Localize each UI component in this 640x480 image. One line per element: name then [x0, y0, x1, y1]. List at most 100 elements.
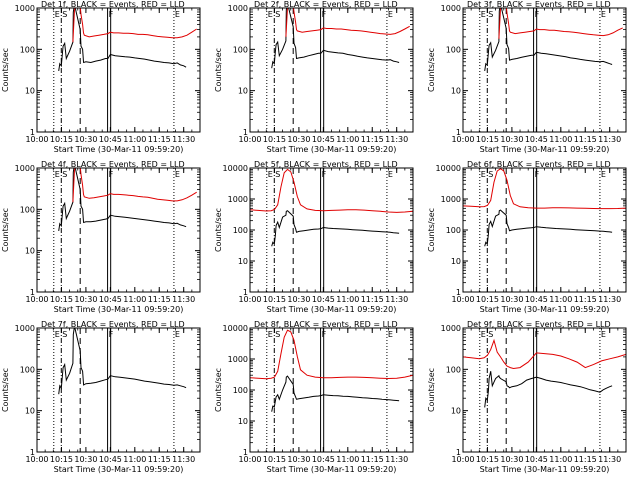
event-marker-label: E: [55, 170, 60, 179]
plot-frame: [462, 167, 627, 293]
y-tick-label: 1000: [228, 195, 248, 204]
y-tick-label: 10: [25, 247, 35, 256]
plot-frame: [462, 7, 627, 133]
event-marker-label: S: [275, 330, 280, 339]
x-tick-label: 10:15: [476, 295, 499, 304]
y-tick-label: 100: [20, 205, 35, 214]
panel-det-2: Det 2f, BLACK = Events, RED = LLD Counts/…: [214, 0, 414, 154]
y-tick-label: 1000: [15, 164, 35, 173]
x-tick-label: 10:30: [287, 455, 310, 464]
x-tick-label: 10:00: [25, 455, 48, 464]
chart-title: Det 8f, BLACK = Events, RED = LLD: [254, 320, 398, 329]
series-events-line: [271, 210, 400, 247]
y-axis-label: Counts/sec: [1, 48, 10, 92]
x-tick-label: 10:30: [500, 135, 523, 144]
event-marker-label: E: [481, 330, 486, 339]
event-marker-label: S: [275, 170, 280, 179]
x-tick-label: 11:30: [598, 295, 621, 304]
event-marker-label: E: [268, 10, 273, 19]
y-tick-label: 100: [20, 365, 35, 374]
series-events-line: [484, 8, 613, 71]
x-tick-label: 10:45: [525, 295, 548, 304]
x-tick-label: 10:45: [99, 295, 122, 304]
x-tick-label: 10:15: [50, 455, 73, 464]
x-tick-label: 11:15: [574, 135, 597, 144]
x-axis-label: Start Time (30-Mar-11 09:59:20): [267, 145, 397, 154]
series-events-line: [58, 168, 187, 231]
y-tick-label: 1: [243, 448, 248, 457]
chart-title: Det 7f, BLACK = Events, RED = LLD: [41, 320, 185, 329]
plot-frame: [36, 7, 201, 133]
y-tick-label: 100: [446, 226, 461, 235]
x-axis-label: Start Time (30-Mar-11 09:59:20): [480, 145, 610, 154]
series-lld-line: [463, 338, 626, 370]
x-axis-label: Start Time (30-Mar-11 09:59:20): [54, 305, 184, 314]
event-marker-label: E: [175, 330, 180, 339]
x-tick-label: 10:30: [500, 295, 523, 304]
x-axis-label: Start Time (30-Mar-11 09:59:20): [54, 465, 184, 474]
chart-title: Det 3f, BLACK = Events, RED = LLD: [467, 0, 611, 9]
x-tick-label: 11:00: [549, 455, 572, 464]
y-tick-label: 1000: [441, 324, 461, 333]
y-tick-label: 100: [233, 226, 248, 235]
chart-title: Det 4f, BLACK = Events, RED = LLD: [41, 160, 185, 169]
x-tick-label: 10:00: [238, 135, 261, 144]
series-events-line: [271, 375, 400, 412]
x-tick-label: 11:30: [385, 135, 408, 144]
panel-det-5: Det 5f, BLACK = Events, RED = LLD Counts/…: [214, 160, 414, 314]
y-axis-label: Counts/sec: [1, 208, 10, 252]
x-tick-label: 10:45: [525, 455, 548, 464]
y-tick-label: 10: [451, 87, 461, 96]
series-lld-line: [250, 329, 413, 380]
plot-frame: [249, 167, 414, 293]
x-tick-label: 11:00: [336, 295, 359, 304]
plot-frame: [36, 167, 201, 293]
y-tick-label: 1000: [441, 195, 461, 204]
event-marker-label: S: [488, 330, 493, 339]
panel-det-7: Det 7f, BLACK = Events, RED = LLD Counts/…: [1, 320, 201, 474]
y-tick-label: 10: [238, 87, 248, 96]
y-tick-label: 1: [456, 288, 461, 297]
series-lld-line: [250, 168, 413, 213]
plot-frame: [36, 327, 201, 453]
x-tick-label: 10:30: [287, 135, 310, 144]
x-tick-label: 11:00: [123, 455, 146, 464]
event-marker-label: S: [62, 10, 67, 19]
y-axis-label: Counts/sec: [427, 48, 436, 92]
x-tick-label: 10:00: [451, 135, 474, 144]
x-tick-label: 10:00: [451, 295, 474, 304]
event-marker-label: E: [175, 170, 180, 179]
y-tick-label: 100: [446, 45, 461, 54]
x-axis-label: Start Time (30-Mar-11 09:59:20): [54, 145, 184, 154]
panel-det-1: Det 1f, BLACK = Events, RED = LLD Counts/…: [1, 0, 201, 154]
x-tick-label: 11:30: [598, 455, 621, 464]
x-tick-label: 10:45: [312, 135, 335, 144]
series-events-line: [58, 8, 187, 71]
y-tick-label: 10: [25, 87, 35, 96]
x-tick-label: 10:30: [74, 455, 97, 464]
y-tick-label: 1000: [228, 355, 248, 364]
y-tick-label: 100: [20, 45, 35, 54]
chart-title: Det 2f, BLACK = Events, RED = LLD: [254, 0, 398, 9]
x-tick-label: 11:15: [574, 455, 597, 464]
y-tick-label: 10: [451, 257, 461, 266]
event-marker-label: S: [488, 170, 493, 179]
series-events-line: [484, 209, 613, 247]
y-tick-label: 1000: [15, 324, 35, 333]
series-lld-line: [498, 8, 623, 39]
event-marker-label: E: [601, 170, 606, 179]
event-marker-label: E: [388, 10, 393, 19]
series-events-line: [484, 371, 613, 408]
y-tick-label: 10000: [223, 324, 248, 333]
y-axis-label: Counts/sec: [427, 208, 436, 252]
y-tick-label: 10000: [223, 164, 248, 173]
panel-det-3: Det 3f, BLACK = Events, RED = LLD Counts/…: [427, 0, 627, 154]
x-tick-label: 10:30: [74, 135, 97, 144]
panel-det-8: Det 8f, BLACK = Events, RED = LLD Counts/…: [214, 320, 414, 474]
x-tick-label: 10:15: [476, 135, 499, 144]
plot-frame: [462, 327, 627, 453]
y-tick-label: 100: [446, 365, 461, 374]
x-tick-label: 10:00: [25, 135, 48, 144]
x-axis-label: Start Time (30-Mar-11 09:59:20): [267, 305, 397, 314]
x-tick-label: 10:45: [312, 455, 335, 464]
